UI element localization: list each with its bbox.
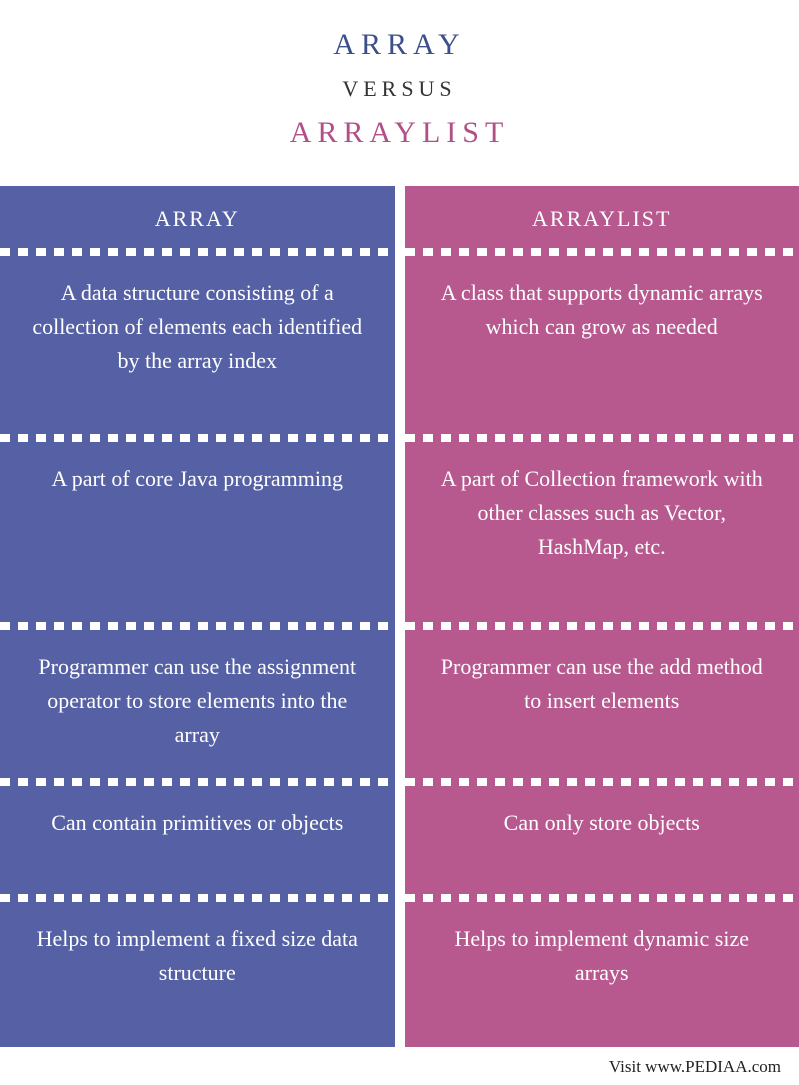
divider xyxy=(405,778,799,786)
divider xyxy=(0,778,395,786)
divider xyxy=(405,248,799,256)
array-cell-size: Helps to implement a fixed size data str… xyxy=(0,902,395,1010)
comparison-columns: ARRAY A data structure consisting of a c… xyxy=(0,186,799,1047)
array-cell-definition: A data structure consisting of a collect… xyxy=(0,256,395,434)
divider xyxy=(0,622,395,630)
divider xyxy=(405,622,799,630)
arraylist-cell-contain: Can only store objects xyxy=(405,786,799,894)
column-arraylist: ARRAYLIST A class that supports dynamic … xyxy=(405,186,799,1047)
title-arraylist: ARRAYLIST xyxy=(0,116,799,150)
arraylist-cell-size: Helps to implement dynamic size arrays xyxy=(405,902,799,1010)
divider xyxy=(405,434,799,442)
arraylist-cell-definition: A class that supports dynamic arrays whi… xyxy=(405,256,799,434)
column-array: ARRAY A data structure consisting of a c… xyxy=(0,186,395,1047)
title-array: ARRAY xyxy=(0,28,799,62)
comparison-header: ARRAY VERSUS ARRAYLIST xyxy=(0,0,799,186)
array-cell-partof: A part of core Java programming xyxy=(0,442,395,622)
divider xyxy=(0,434,395,442)
arraylist-cell-store: Programmer can use the add method to ins… xyxy=(405,630,799,778)
column-header-arraylist: ARRAYLIST xyxy=(405,186,799,248)
array-cell-contain: Can contain primitives or objects xyxy=(0,786,395,894)
divider xyxy=(0,248,395,256)
footer-attribution: Visit www.PEDIAA.com xyxy=(0,1047,799,1085)
divider xyxy=(0,894,395,902)
divider xyxy=(405,894,799,902)
column-header-array: ARRAY xyxy=(0,186,395,248)
array-cell-store: Programmer can use the assignment operat… xyxy=(0,630,395,778)
title-versus: VERSUS xyxy=(0,76,799,102)
arraylist-cell-partof: A part of Collection framework with othe… xyxy=(405,442,799,622)
